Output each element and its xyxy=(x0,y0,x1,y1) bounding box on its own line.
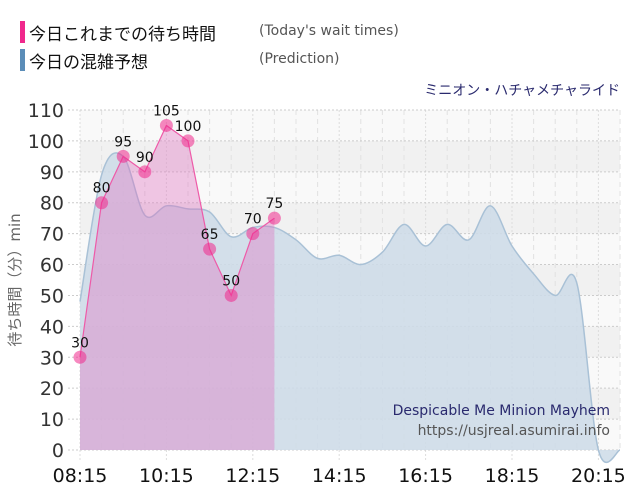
today-data-point xyxy=(246,227,260,241)
ride-name: ミニオン・ハチャメチャライド xyxy=(424,83,620,99)
legend-today: 今日これまでの待ち時間 xyxy=(20,20,216,45)
x-tick-label: 10:15 xyxy=(139,465,194,487)
today-area xyxy=(80,125,275,451)
today-line xyxy=(79,124,275,358)
x-tick-label: 08:15 xyxy=(53,465,108,487)
legend-prediction: 今日の混雑予想 xyxy=(20,48,148,73)
y-tick-label: 90 xyxy=(40,162,64,184)
data-point-label: 95 xyxy=(114,134,132,150)
today-data-point xyxy=(95,196,109,210)
y-tick-label: 0 xyxy=(52,440,64,462)
prediction-area xyxy=(80,152,620,463)
x-tick-label: 16:15 xyxy=(398,465,453,487)
data-point-label: 105 xyxy=(153,103,180,119)
y-tick-label: 70 xyxy=(40,224,64,246)
x-tick-label: 14:15 xyxy=(312,465,367,487)
legend-today-label-en: (Today's wait times) xyxy=(259,23,399,39)
today-data-point xyxy=(181,134,195,148)
legend-today-swatch xyxy=(20,21,25,43)
y-tick-label: 100 xyxy=(28,131,64,153)
data-point-label: 75 xyxy=(265,196,283,212)
today-data-point xyxy=(73,350,87,364)
x-tick-label: 12:15 xyxy=(225,465,280,487)
data-point-label: 50 xyxy=(222,273,240,289)
y-tick-label: 50 xyxy=(40,285,64,307)
legend-prediction-label: 今日の混雑予想 xyxy=(29,52,148,73)
y-tick-label: 60 xyxy=(40,255,64,277)
y-tick-label: 10 xyxy=(40,409,64,431)
legend-today-label: 今日これまでの待ち時間 xyxy=(29,24,216,45)
data-point-label: 70 xyxy=(244,212,262,228)
today-data-point xyxy=(159,118,173,132)
y-tick-label: 80 xyxy=(40,193,64,215)
data-point-label: 65 xyxy=(201,227,219,243)
y-tick-label: 110 xyxy=(28,100,64,122)
today-data-point xyxy=(203,242,217,256)
legend-prediction-label-en: (Prediction) xyxy=(259,51,340,67)
x-tick-label: 18:15 xyxy=(485,465,540,487)
watermark-title: Despicable Me Minion Mayhem xyxy=(392,403,610,419)
grid-band xyxy=(80,171,620,203)
y-tick-label: 30 xyxy=(40,347,64,369)
today-data-point xyxy=(116,149,130,163)
today-data-point xyxy=(267,211,281,225)
data-point-label: 30 xyxy=(71,335,89,351)
data-point-label: 100 xyxy=(175,119,202,135)
y-tick-label: 40 xyxy=(40,316,64,338)
today-data-point xyxy=(138,165,152,179)
prediction-line xyxy=(79,152,621,463)
grid-band xyxy=(80,140,620,172)
today-data-point xyxy=(224,288,238,302)
y-tick-label: 20 xyxy=(40,378,64,400)
x-tick-label: 20:15 xyxy=(571,465,626,487)
data-point-label: 80 xyxy=(93,181,111,197)
legend-prediction-swatch xyxy=(20,49,25,71)
watermark-url: https://usjreal.asumirai.info xyxy=(417,423,610,439)
data-point-label: 90 xyxy=(136,150,154,166)
